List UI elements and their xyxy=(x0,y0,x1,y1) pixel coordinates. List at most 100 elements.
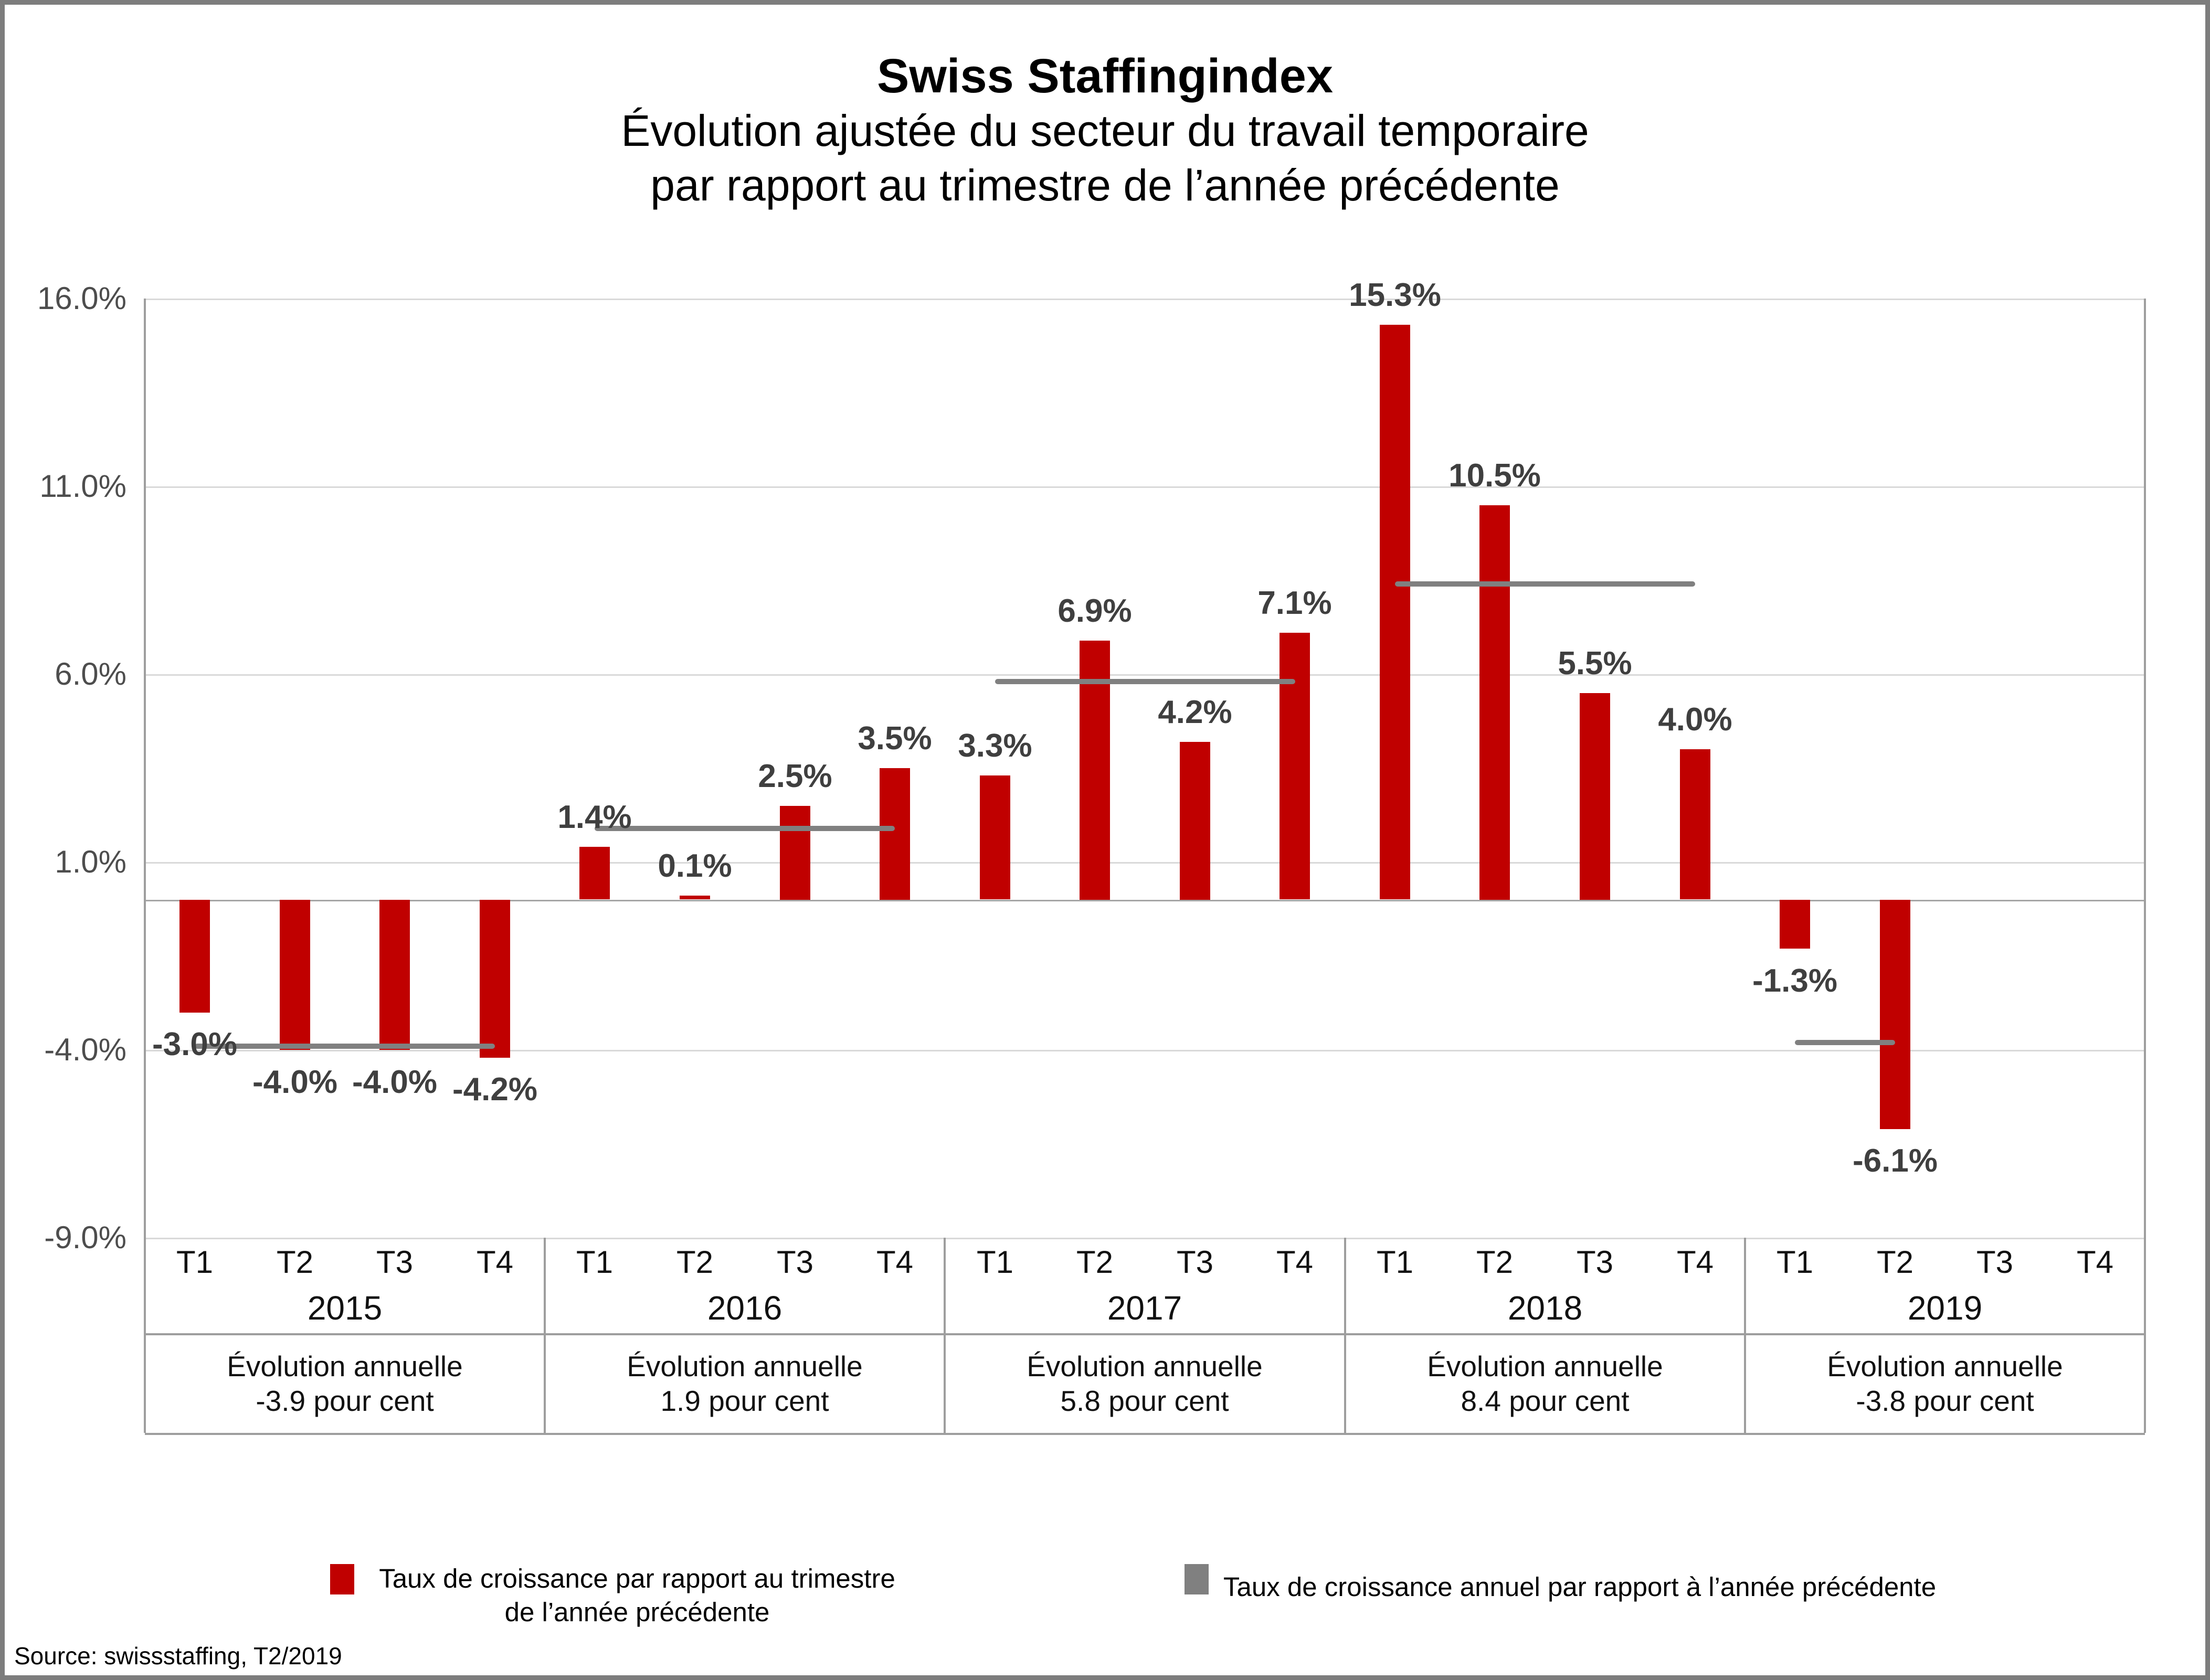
bar-2015-T1 xyxy=(179,900,210,1013)
plot-right-border xyxy=(2144,299,2146,1433)
x-label-2016-T2: T2 xyxy=(676,1245,714,1280)
bar-2018-T3 xyxy=(1580,693,1610,900)
x-label-2015-T2: T2 xyxy=(276,1245,314,1280)
annual-evolution-2019-line2: -3.8 pour cent xyxy=(1856,1385,2034,1417)
x-label-2017-T1: T1 xyxy=(976,1245,1014,1280)
bar-label-2015-T1: -3.0% xyxy=(152,1026,237,1062)
legend-quarterly-label: Taux de croissance par rapport au trimes… xyxy=(351,1562,923,1629)
x-label-2017-T3: T3 xyxy=(1176,1245,1214,1280)
bar-label-2018-T1: 15.3% xyxy=(1349,277,1441,313)
legend-quarterly-label-line2: de l’année précédente xyxy=(504,1597,770,1627)
legend-quarterly-swatch xyxy=(330,1564,354,1594)
y-axis-tick-label: -9.0% xyxy=(44,1220,126,1255)
chart-title: Swiss Staffingindex xyxy=(876,49,1334,103)
gridline-16.0% xyxy=(145,299,2145,300)
bar-2015-T3 xyxy=(379,900,410,1050)
annual-line-2016 xyxy=(595,826,895,831)
x-label-2015-T1: T1 xyxy=(176,1245,214,1280)
bar-2018-T4 xyxy=(1680,749,1710,899)
bar-label-2016-T1: 1.4% xyxy=(557,799,632,835)
x-label-2018-T3: T3 xyxy=(1576,1245,1614,1280)
legend-quarterly-label-line1: Taux de croissance par rapport au trimes… xyxy=(379,1564,895,1593)
x-label-2019-T2: T2 xyxy=(1876,1245,1914,1280)
x-label-2017-T4: T4 xyxy=(1276,1245,1314,1280)
bar-label-2015-T4: -4.2% xyxy=(452,1071,537,1108)
bar-2017-T3 xyxy=(1180,742,1210,900)
bar-label-2019-T2: -6.1% xyxy=(1853,1143,1938,1179)
x-label-2018-T4: T4 xyxy=(1676,1245,1714,1280)
bar-label-2016-T2: 0.1% xyxy=(658,848,732,884)
year-label-2017: 2017 xyxy=(1107,1289,1182,1327)
bar-2019-T1 xyxy=(1780,900,1810,949)
year-label-2019: 2019 xyxy=(1907,1289,1983,1327)
bar-2016-T4 xyxy=(880,768,910,900)
bar-2016-T2 xyxy=(680,896,710,899)
x-label-2016-T4: T4 xyxy=(876,1245,914,1280)
legend-annual-label: Taux de croissance annuel par rapport à … xyxy=(1223,1572,1937,1602)
gridline-11.0% xyxy=(145,486,2145,488)
chart-subtitle-line1: Évolution ajustée du secteur du travail … xyxy=(621,106,1589,155)
bar-label-2018-T4: 4.0% xyxy=(1658,701,1732,738)
bar-2018-T1 xyxy=(1380,325,1410,899)
bar-label-2017-T1: 3.3% xyxy=(958,728,1032,764)
annual-line-2017 xyxy=(995,679,1295,684)
bar-label-2016-T3: 2.5% xyxy=(758,758,832,794)
y-axis-tick-label: 11.0% xyxy=(39,469,126,504)
gridline-6.0% xyxy=(145,674,2145,676)
x-label-2019-T1: T1 xyxy=(1776,1245,1814,1280)
x-label-2015-T3: T3 xyxy=(376,1245,414,1280)
annual-evolution-2016-line1: Évolution annuelle xyxy=(627,1350,863,1383)
legend-annual-swatch xyxy=(1185,1564,1209,1594)
bar-2019-T2 xyxy=(1880,900,1910,1129)
x-label-2017-T2: T2 xyxy=(1076,1245,1114,1280)
y-axis-tick-label: 6.0% xyxy=(55,656,126,692)
y-axis-tick-label: 16.0% xyxy=(37,281,126,316)
y-axis-tick-label: 1.0% xyxy=(55,844,126,879)
zero-axis-line xyxy=(145,900,2145,901)
x-label-2015-T4: T4 xyxy=(476,1245,514,1280)
bar-label-2016-T4: 3.5% xyxy=(858,720,932,757)
annual-evolution-2015-line1: Évolution annuelle xyxy=(227,1350,463,1383)
year-separator-2016 xyxy=(544,1238,546,1433)
table-bottom-border xyxy=(145,1433,2145,1435)
bar-2017-T4 xyxy=(1280,633,1310,899)
table-mid-border xyxy=(145,1333,2145,1335)
annual-evolution-2017-line2: 5.8 pour cent xyxy=(1060,1385,1229,1417)
x-label-2019-T3: T3 xyxy=(1976,1245,2014,1280)
year-label-2015: 2015 xyxy=(307,1289,383,1327)
year-separator-2019 xyxy=(1744,1238,1746,1433)
bar-label-2019-T1: -1.3% xyxy=(1752,963,1837,999)
bar-label-2017-T3: 4.2% xyxy=(1158,694,1232,730)
x-label-2016-T3: T3 xyxy=(776,1245,814,1280)
y-axis-line xyxy=(144,299,146,1433)
annual-line-2015 xyxy=(195,1044,495,1049)
x-label-2019-T4: T4 xyxy=(2076,1245,2114,1280)
bar-2016-T3 xyxy=(780,806,810,900)
bar-2018-T2 xyxy=(1479,505,1510,900)
bar-label-2017-T2: 6.9% xyxy=(1058,593,1132,629)
gridline--4.0% xyxy=(145,1050,2145,1051)
year-separator-2017 xyxy=(944,1238,946,1433)
y-axis-tick-label: -4.0% xyxy=(44,1032,126,1067)
year-separator-2018 xyxy=(1344,1238,1346,1433)
x-label-2018-T2: T2 xyxy=(1476,1245,1514,1280)
gridline-1.0% xyxy=(145,862,2145,864)
bar-2017-T1 xyxy=(980,775,1010,899)
annual-evolution-2017-line1: Évolution annuelle xyxy=(1027,1350,1263,1383)
bar-label-2015-T2: -4.0% xyxy=(252,1064,337,1100)
x-label-2018-T1: T1 xyxy=(1376,1245,1414,1280)
annual-evolution-2018-line1: Évolution annuelle xyxy=(1427,1350,1663,1383)
bar-label-2018-T2: 10.5% xyxy=(1448,458,1541,494)
x-label-2016-T1: T1 xyxy=(576,1245,614,1280)
source-note: Source: swissstaffing, T2/2019 xyxy=(14,1642,342,1670)
annual-line-2018 xyxy=(1395,581,1695,587)
bar-2016-T1 xyxy=(579,847,610,899)
annual-evolution-2015-line2: -3.9 pour cent xyxy=(256,1385,434,1417)
bar-2015-T4 xyxy=(480,900,510,1058)
chart-subtitle-line2: par rapport au trimestre de l’année préc… xyxy=(650,161,1560,210)
bar-label-2018-T3: 5.5% xyxy=(1558,645,1632,682)
bar-label-2015-T3: -4.0% xyxy=(352,1064,437,1100)
annual-line-2019 xyxy=(1795,1040,1895,1045)
annual-evolution-2018-line2: 8.4 pour cent xyxy=(1461,1385,1630,1417)
